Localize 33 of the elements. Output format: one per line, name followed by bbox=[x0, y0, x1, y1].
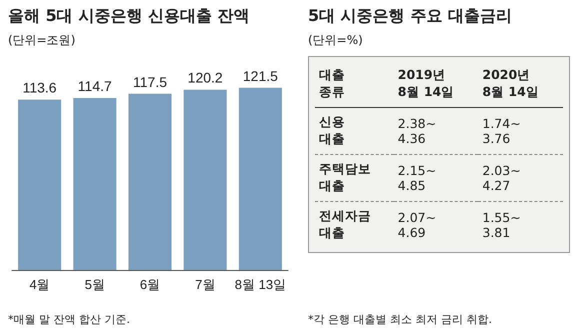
data-label: 121.5 bbox=[242, 68, 278, 84]
text: 2.07~ 4.69 bbox=[398, 210, 436, 240]
category-label: 2019년 8월 14일 bbox=[394, 61, 478, 108]
category-label: 신용 대출 bbox=[319, 114, 345, 146]
category-label: 전세자금 대출 bbox=[319, 208, 371, 240]
chart-subtitle: (단위=조원) bbox=[8, 32, 76, 49]
text: 1.74~ 3.76 bbox=[482, 116, 521, 146]
bar bbox=[238, 88, 282, 270]
x-tick-label: 5월 bbox=[84, 277, 105, 292]
bar bbox=[128, 94, 172, 270]
data-label: 113.6 bbox=[22, 80, 57, 96]
bar bbox=[184, 90, 227, 270]
bar bbox=[73, 98, 116, 270]
category-label: 주택담보 대출 bbox=[319, 161, 371, 193]
text: 2.15~ 4.85 bbox=[398, 163, 436, 193]
text: *매월 말 잔액 합산 기준. bbox=[8, 312, 130, 327]
x-tick-label: 4월 bbox=[29, 277, 50, 292]
text: 2.03~ 4.27 bbox=[482, 163, 521, 193]
data-label: 120.2 bbox=[188, 70, 223, 86]
bar bbox=[18, 100, 62, 270]
x-tick-label: 6월 bbox=[140, 277, 160, 292]
chart-title: 올해 5대 시중은행 신용대출 잔액 bbox=[8, 6, 250, 27]
text: 2.38~ 4.36 bbox=[398, 116, 436, 146]
text: 1.55~ 3.81 bbox=[482, 210, 521, 240]
data-label: 117.5 bbox=[133, 74, 168, 90]
text: (단위=%) bbox=[308, 32, 363, 49]
category-label: 2020년 8월 14일 bbox=[478, 61, 563, 108]
text: 5대 시중은행 주요 대출금리 bbox=[308, 6, 512, 27]
data-label: 114.7 bbox=[78, 78, 112, 94]
text: 대출 종류 bbox=[315, 61, 394, 108]
text: *각 은행 대출별 최소 최저 금리 취합. bbox=[308, 312, 492, 327]
x-tick-label: 7월 bbox=[195, 277, 216, 292]
x-tick-label: 8월 13일 bbox=[234, 277, 286, 292]
